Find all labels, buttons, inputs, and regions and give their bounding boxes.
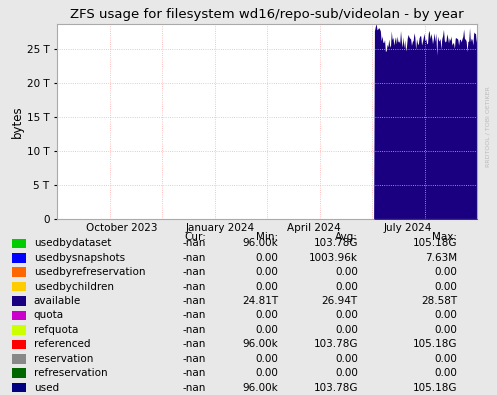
Text: 96.00k: 96.00k xyxy=(243,339,278,349)
Bar xyxy=(12,267,26,277)
Bar xyxy=(12,354,26,363)
Text: 0.00: 0.00 xyxy=(255,368,278,378)
Text: refquota: refquota xyxy=(34,325,78,335)
Text: 0.00: 0.00 xyxy=(335,310,358,320)
Text: 0.00: 0.00 xyxy=(335,368,358,378)
Text: usedbysnapshots: usedbysnapshots xyxy=(34,253,125,263)
Text: 0.00: 0.00 xyxy=(434,368,457,378)
Text: Max:: Max: xyxy=(432,231,457,242)
Text: 103.78G: 103.78G xyxy=(313,339,358,349)
Text: refreservation: refreservation xyxy=(34,368,107,378)
Text: -nan: -nan xyxy=(183,354,206,364)
Text: -nan: -nan xyxy=(183,339,206,349)
Text: 0.00: 0.00 xyxy=(255,325,278,335)
Text: 28.58T: 28.58T xyxy=(421,296,457,306)
Text: -nan: -nan xyxy=(183,310,206,320)
Text: 103.78G: 103.78G xyxy=(313,238,358,248)
Text: 26.94T: 26.94T xyxy=(322,296,358,306)
Text: 0.00: 0.00 xyxy=(255,310,278,320)
Text: usedbydataset: usedbydataset xyxy=(34,238,111,248)
Bar xyxy=(12,296,26,306)
Bar xyxy=(12,311,26,320)
Text: 0.00: 0.00 xyxy=(255,267,278,277)
Text: 105.18G: 105.18G xyxy=(413,238,457,248)
Bar xyxy=(12,325,26,335)
Bar xyxy=(12,340,26,349)
Bar xyxy=(12,239,26,248)
Text: -nan: -nan xyxy=(183,238,206,248)
Text: 0.00: 0.00 xyxy=(434,310,457,320)
Text: 96.00k: 96.00k xyxy=(243,383,278,393)
Text: 1003.96k: 1003.96k xyxy=(309,253,358,263)
Bar xyxy=(12,253,26,263)
Text: 0.00: 0.00 xyxy=(255,253,278,263)
Text: usedbychildren: usedbychildren xyxy=(34,282,114,292)
Text: 0.00: 0.00 xyxy=(434,282,457,292)
Text: -nan: -nan xyxy=(183,383,206,393)
Text: Min:: Min: xyxy=(256,231,278,242)
Text: 0.00: 0.00 xyxy=(434,267,457,277)
Text: RRDTOOL / TOBI OETIKER: RRDTOOL / TOBI OETIKER xyxy=(486,86,491,167)
Text: Avg:: Avg: xyxy=(335,231,358,242)
Text: -nan: -nan xyxy=(183,282,206,292)
Text: 96.00k: 96.00k xyxy=(243,238,278,248)
Text: -nan: -nan xyxy=(183,368,206,378)
Text: 24.81T: 24.81T xyxy=(242,296,278,306)
Text: 0.00: 0.00 xyxy=(335,267,358,277)
Text: reservation: reservation xyxy=(34,354,93,364)
Text: Cur:: Cur: xyxy=(184,231,206,242)
Text: -nan: -nan xyxy=(183,296,206,306)
Bar xyxy=(12,282,26,292)
Text: 103.78G: 103.78G xyxy=(313,383,358,393)
Text: 0.00: 0.00 xyxy=(434,354,457,364)
Text: -nan: -nan xyxy=(183,267,206,277)
Text: referenced: referenced xyxy=(34,339,90,349)
Bar xyxy=(12,369,26,378)
Text: 7.63M: 7.63M xyxy=(425,253,457,263)
Text: available: available xyxy=(34,296,81,306)
Title: ZFS usage for filesystem wd16/repo-sub/videolan - by year: ZFS usage for filesystem wd16/repo-sub/v… xyxy=(70,8,464,21)
Text: 0.00: 0.00 xyxy=(255,354,278,364)
Text: 105.18G: 105.18G xyxy=(413,339,457,349)
Bar xyxy=(12,383,26,392)
Y-axis label: bytes: bytes xyxy=(11,105,24,138)
Text: quota: quota xyxy=(34,310,64,320)
Text: 0.00: 0.00 xyxy=(335,354,358,364)
Text: 0.00: 0.00 xyxy=(335,282,358,292)
Text: -nan: -nan xyxy=(183,325,206,335)
Text: used: used xyxy=(34,383,59,393)
Text: 0.00: 0.00 xyxy=(335,325,358,335)
Text: 105.18G: 105.18G xyxy=(413,383,457,393)
Text: 0.00: 0.00 xyxy=(434,325,457,335)
Text: -nan: -nan xyxy=(183,253,206,263)
Text: 0.00: 0.00 xyxy=(255,282,278,292)
Text: usedbyrefreservation: usedbyrefreservation xyxy=(34,267,145,277)
